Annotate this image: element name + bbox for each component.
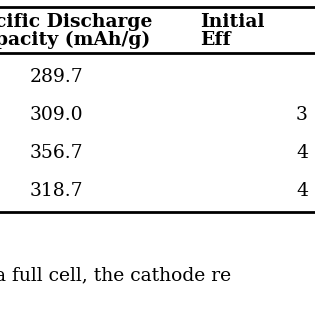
Text: pacity (mAh/g): pacity (mAh/g) — [0, 31, 150, 49]
Text: 4: 4 — [296, 144, 308, 162]
Text: a full cell, the cathode re: a full cell, the cathode re — [0, 266, 231, 284]
Text: 4: 4 — [296, 182, 308, 200]
Text: 309.0: 309.0 — [30, 106, 83, 124]
Text: cific Discharge: cific Discharge — [0, 13, 152, 31]
Text: 318.7: 318.7 — [30, 182, 83, 200]
Text: Initial: Initial — [200, 13, 265, 31]
Text: 3: 3 — [296, 106, 308, 124]
Text: Eff: Eff — [200, 31, 231, 49]
Text: 356.7: 356.7 — [30, 144, 83, 162]
Text: 289.7: 289.7 — [30, 68, 84, 86]
